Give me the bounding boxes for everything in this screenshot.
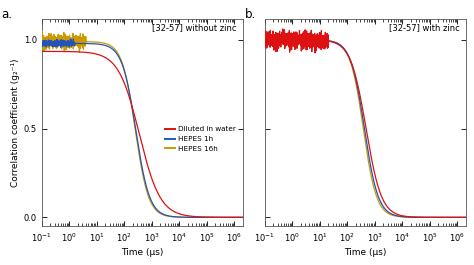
Y-axis label: Correlation coefficient (g₂⁻¹): Correlation coefficient (g₂⁻¹) bbox=[10, 58, 19, 187]
Text: [32-57] without zinc: [32-57] without zinc bbox=[152, 23, 237, 32]
X-axis label: Time (μs): Time (μs) bbox=[121, 248, 164, 257]
Text: a.: a. bbox=[1, 8, 12, 21]
Text: b.: b. bbox=[245, 8, 256, 21]
X-axis label: Time (μs): Time (μs) bbox=[344, 248, 386, 257]
Text: [32-57] with zinc: [32-57] with zinc bbox=[389, 23, 460, 32]
Legend: Diluted in water, HEPES 1h, HEPES 16h: Diluted in water, HEPES 1h, HEPES 16h bbox=[164, 126, 237, 152]
